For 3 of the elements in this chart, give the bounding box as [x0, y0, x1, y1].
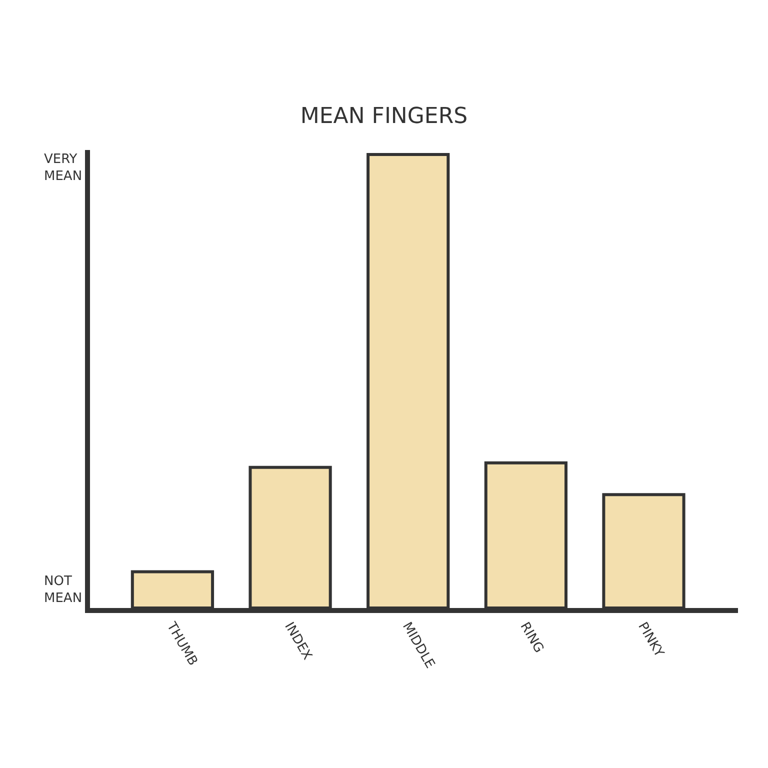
- chart-title: MEAN FINGERS: [300, 104, 468, 129]
- text: NOT MEAN: [44, 574, 82, 606]
- text: VERY MEAN: [44, 152, 82, 184]
